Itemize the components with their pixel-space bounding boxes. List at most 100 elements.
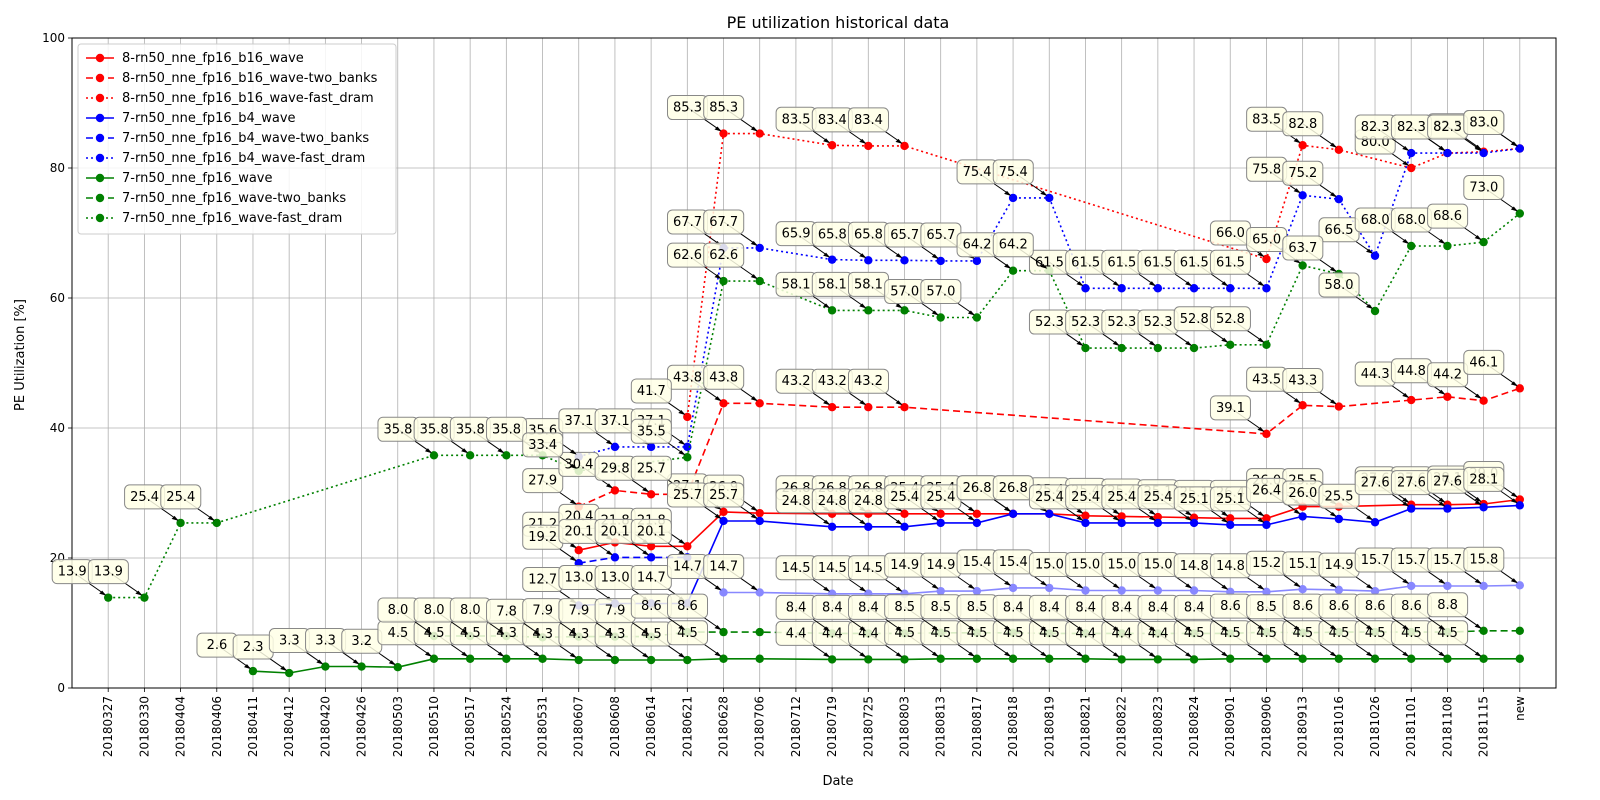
annotation-label: 8.5: [894, 600, 915, 615]
annotation-label: 52.8: [1180, 312, 1209, 327]
annotation-arrowhead: [1329, 399, 1337, 405]
series-line: [578, 147, 1520, 458]
annotation-label: 20.1: [564, 524, 593, 539]
annotation-box: [522, 432, 564, 458]
annotation-arrowhead: [1366, 515, 1374, 521]
annotation-arrowhead: [714, 396, 722, 402]
annotation-box: [1282, 160, 1324, 186]
annotation-arrowhead: [1257, 651, 1265, 657]
annotation-arrowhead: [931, 515, 939, 521]
annotation-box: [160, 484, 202, 510]
annotation-arrowhead: [1221, 517, 1229, 523]
annotation-box: [1427, 620, 1469, 646]
annotation-arrowhead: [497, 629, 505, 634]
annotation-arrowhead: [1474, 578, 1482, 584]
annotation-arrowhead: [1474, 497, 1482, 503]
annotation-label: 15.2: [1252, 556, 1281, 571]
annotation-label: 4.5: [1365, 626, 1386, 641]
annotation-label: 26.4: [1252, 483, 1281, 498]
annotation-label: 25.5: [1325, 489, 1354, 504]
annotation-arrowhead: [1402, 501, 1410, 507]
annotation-arrowhead: [1221, 337, 1229, 343]
annotation-arrowhead: [1040, 263, 1048, 269]
x-tick-label: 20180327: [101, 696, 115, 757]
annotation-arrowhead: [859, 253, 867, 259]
x-tick-label: 20181115: [1477, 696, 1491, 757]
x-tick-label: 20180412: [282, 696, 296, 757]
annotation-label: 4.5: [388, 626, 409, 641]
annotation-box: [703, 209, 745, 235]
annotation-label: 14.8: [1216, 559, 1245, 574]
annotation-label: 4.4: [786, 626, 807, 641]
annotation-box: [1463, 546, 1505, 572]
annotation-label: 61.5: [1071, 255, 1100, 270]
annotation-arrowhead: [1185, 281, 1193, 287]
x-tick-label: 20180822: [1115, 696, 1129, 757]
annotation-box: [847, 368, 889, 394]
annotation-arrowhead: [967, 584, 975, 590]
annotation-arrowhead: [1112, 281, 1120, 287]
annotation-label: 67.7: [709, 215, 738, 230]
annotation-box: [486, 416, 528, 442]
annotation-label: 8.6: [1401, 599, 1422, 614]
annotation-arrowhead: [1004, 190, 1012, 196]
annotation-label: 37.1: [601, 414, 630, 429]
annotation-label: 4.5: [1256, 626, 1277, 641]
x-tick-label: 20180819: [1042, 696, 1056, 757]
annotation-arrowhead: [859, 652, 867, 658]
annotation-arrowhead: [642, 487, 650, 493]
x-tick-label: 20180524: [499, 696, 513, 757]
annotation-arrowhead: [895, 519, 903, 525]
annotation-arrowhead: [750, 126, 758, 132]
annotation-arrowhead: [424, 448, 432, 454]
annotation-box: [1318, 483, 1360, 509]
annotation-arrowhead: [1293, 625, 1301, 631]
annotation-label: 65.9: [782, 227, 811, 242]
annotation-arrowhead: [714, 126, 722, 132]
annotation-label: 8.5: [1256, 600, 1277, 615]
annotation-arrowhead: [823, 252, 831, 258]
x-tick-label: 20180813: [934, 696, 948, 757]
annotation-arrowhead: [1438, 501, 1446, 507]
annotation-arrowhead: [1329, 512, 1337, 517]
annotation-arrowhead: [1402, 497, 1410, 503]
annotation-arrowhead: [967, 310, 975, 316]
annotation-label: 44.8: [1397, 364, 1426, 379]
series-line: [723, 584, 1520, 595]
annotation-box: [703, 553, 745, 579]
annotation-arrowhead: [642, 550, 650, 556]
legend: 8-rn50_nne_fp16_b16_wave 8-rn50_nne_fp16_…: [77, 43, 397, 235]
annotation-box: [703, 364, 745, 390]
annotation-arrowhead: [569, 556, 577, 562]
annotation-label: 82.3: [1397, 120, 1426, 135]
annotation-label: 52.3: [1071, 315, 1100, 330]
annotation-label: 13.0: [601, 571, 630, 586]
x-tick-label: 20180706: [753, 696, 767, 757]
annotation-arrowhead: [750, 513, 758, 519]
annotation-label: 30.4: [564, 457, 593, 472]
annotation-arrowhead: [1293, 398, 1301, 404]
annotation-arrowhead: [678, 653, 686, 659]
annotation-arrowhead: [1329, 625, 1337, 631]
annotation-label: 43.5: [1252, 372, 1281, 387]
annotation-label: 8.5: [967, 600, 988, 615]
axes: 20180327 20180330 20180404 20180406 20180411…: [42, 31, 1557, 757]
annotation-arrowhead: [1185, 652, 1193, 658]
annotation-arrowhead: [569, 449, 577, 455]
annotation-label: 2.3: [243, 640, 264, 655]
annotation-arrowhead: [1402, 161, 1410, 166]
annotation-box: [630, 518, 672, 544]
annotation-arrowhead: [967, 625, 975, 631]
annotation-label: 4.5: [1401, 626, 1422, 641]
annotation-label: 66.5: [1325, 223, 1354, 238]
x-tick-label: 20180725: [861, 696, 875, 757]
annotation-arrowhead: [1185, 341, 1193, 347]
annotation-label: 62.6: [673, 248, 702, 263]
annotation-arrowhead: [1438, 146, 1446, 152]
annotation-label: 8.4: [1112, 600, 1133, 615]
annotation-arrowhead: [1040, 626, 1048, 632]
annotation-label: 8.4: [822, 600, 843, 615]
annotation-arrowhead: [642, 629, 650, 635]
annotation-arrowhead: [1257, 252, 1265, 257]
annotation-box: [667, 593, 709, 619]
